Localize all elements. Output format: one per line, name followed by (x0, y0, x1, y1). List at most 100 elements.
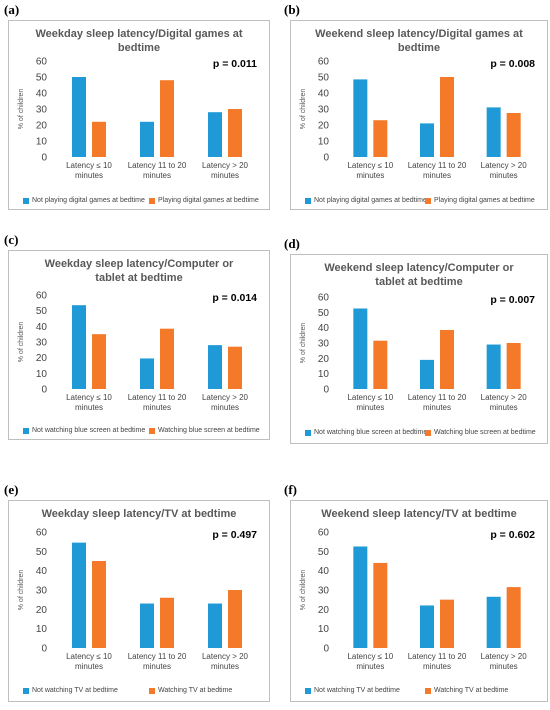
annotation: p = 0.497 (212, 529, 257, 541)
y-axis-label: % of children (18, 570, 25, 611)
y-tick-label: 40 (36, 89, 48, 100)
annotation: p = 0.007 (490, 294, 535, 306)
panel-label: (a) (4, 2, 20, 17)
legend-item: Watching blue screen at bedtime (149, 427, 260, 434)
bar (420, 605, 434, 648)
y-tick-label: 50 (318, 308, 330, 319)
bar (92, 561, 106, 648)
y-tick-label: 10 (318, 369, 330, 380)
legend-swatch (305, 687, 311, 694)
x-tick-label: Latency 11 to 20 minutes (127, 393, 187, 412)
bar (506, 343, 521, 389)
x-tick-label: Latency > 20 minutes (201, 161, 249, 180)
legend-item: Playing digital games at bedtime (149, 197, 259, 204)
bar (160, 597, 174, 648)
bar (208, 603, 222, 648)
y-tick-label: 40 (318, 566, 330, 577)
bar (440, 77, 454, 157)
y-axis-label: % of children (300, 570, 307, 611)
x-tick-label: Latency > 20 minutes (480, 652, 527, 671)
chart-panel: Weekend sleep latency/Computer or tablet… (290, 254, 548, 444)
legend-swatch (149, 687, 155, 694)
bar (486, 107, 501, 157)
y-tick-label: 10 (318, 624, 330, 635)
legend-label: Not watching blue screen at bedtime (314, 429, 428, 436)
bar (208, 345, 222, 389)
x-tick-label: Latency 11 to 20 minutes (127, 161, 187, 180)
x-tick-label: Latency > 20 minutes (201, 652, 249, 671)
y-axis-label: % of children (18, 89, 25, 130)
x-tick-label: Latency ≤ 10 minutes (347, 161, 394, 180)
chart-panel: Weekday sleep latency/Computer or tablet… (8, 250, 270, 440)
legend-label: Not watching TV at bedtime (314, 687, 400, 694)
y-tick-label: 30 (36, 338, 48, 349)
x-tick-label: Latency 11 to 20 minutes (407, 161, 467, 180)
bar (72, 542, 86, 648)
bar (92, 121, 106, 157)
chart-title: Weekend sleep latency/Digital games at b… (315, 28, 523, 54)
bar (373, 562, 388, 648)
chart-title: Weekday sleep latency/Computer or tablet… (44, 258, 234, 284)
panel-label: (d) (284, 236, 300, 251)
y-tick-label: 20 (318, 354, 330, 365)
y-tick-label: 60 (36, 291, 48, 302)
legend-swatch (23, 427, 29, 434)
legend-swatch (305, 197, 311, 204)
legend-swatch (425, 687, 431, 694)
legend-label: Watching TV at bedtime (434, 687, 509, 694)
y-tick-label: 10 (36, 137, 48, 148)
legend-item: Not watching TV at bedtime (305, 687, 400, 694)
legend-swatch (425, 429, 431, 436)
legend-label: Not playing digital games at bedtime (314, 197, 427, 204)
y-tick-label: 40 (318, 89, 330, 100)
plot: % of children 0 10 20 30 40 50 60 p = 0.602 (300, 528, 535, 655)
chart-panel: Weekday sleep latency/TV at bedtime % of … (8, 500, 270, 702)
legend-item: Not watching TV at bedtime (23, 687, 118, 694)
y-tick-label: 30 (36, 586, 48, 597)
bar (228, 590, 242, 648)
legend-swatch (149, 427, 155, 434)
y-tick-label: 0 (41, 153, 47, 164)
y-tick-label: 20 (36, 353, 48, 364)
plot: % of children 0 10 20 30 40 50 60 p = 0.014 (18, 291, 257, 396)
chart-title: Weekend sleep latency/Computer or tablet… (324, 262, 514, 288)
bar (92, 334, 106, 389)
chart-title: Weekend sleep latency/TV at bedtime (321, 508, 517, 520)
bar (228, 346, 242, 389)
y-tick-label: 10 (318, 137, 330, 148)
legend-swatch (23, 197, 29, 204)
x-tick-label: Latency ≤ 10 minutes (66, 393, 112, 412)
legend-label: Not watching blue screen at bedtime (32, 427, 146, 434)
bar (72, 305, 86, 389)
y-tick-label: 60 (36, 528, 48, 539)
y-tick-label: 30 (36, 105, 48, 116)
legend-label: Watching blue screen at bedtime (434, 429, 536, 436)
bar (140, 121, 154, 157)
y-tick-label: 0 (41, 385, 47, 396)
bar (420, 359, 434, 389)
y-tick-label: 30 (318, 586, 330, 597)
bar (72, 77, 86, 157)
y-tick-label: 30 (318, 339, 330, 350)
chart-title: Weekday sleep latency/TV at bedtime (41, 508, 237, 520)
y-tick-label: 40 (318, 323, 330, 334)
y-tick-label: 0 (323, 153, 329, 164)
bar (440, 329, 454, 389)
y-tick-label: 60 (318, 528, 330, 539)
bar (486, 344, 501, 389)
y-tick-label: 20 (36, 121, 48, 132)
legend-label: Watching TV at bedtime (158, 687, 233, 694)
y-axis-label: % of children (300, 89, 307, 130)
chart-panel: Weekday sleep latency/Digital games at b… (8, 20, 270, 210)
x-tick-label: Latency > 20 minutes (201, 393, 249, 412)
plot: % of children 0 10 20 30 40 50 60 p = 0.008 (300, 57, 535, 164)
legend-swatch (305, 429, 311, 436)
bar (353, 308, 368, 389)
y-axis-label: % of children (18, 322, 25, 363)
legend-item: Watching blue screen at bedtime (425, 429, 536, 436)
x-tick-label: Latency > 20 minutes (480, 393, 527, 412)
y-tick-label: 50 (36, 73, 48, 84)
bar (373, 120, 388, 157)
bar (140, 603, 154, 648)
